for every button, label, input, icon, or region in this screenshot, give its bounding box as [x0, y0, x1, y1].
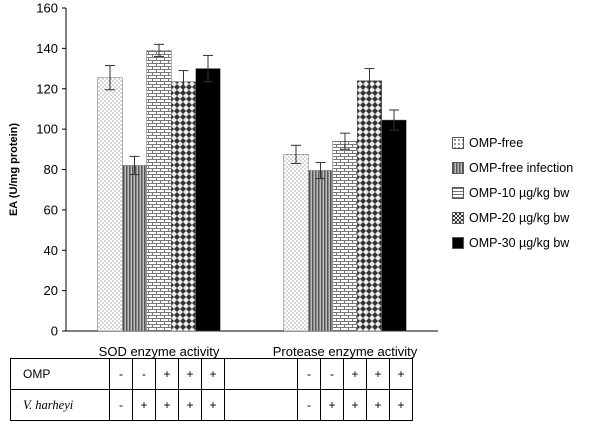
- table-row-omp: OMP - - + + + - - + + +: [10, 358, 413, 390]
- cell-vibrio-sod-4: +: [178, 389, 202, 421]
- y-tick-label: 40: [44, 243, 58, 258]
- legend-item: OMP-free: [452, 132, 600, 154]
- legend-swatch: [452, 162, 464, 174]
- table-gap: [224, 389, 298, 421]
- legend-label: OMP-free infection: [469, 161, 574, 175]
- y-tick-label: 100: [36, 122, 58, 137]
- cell-vibrio-sod-5: +: [201, 389, 225, 421]
- cell-vibrio-sod-2: +: [132, 389, 156, 421]
- y-tick-label: 20: [44, 283, 58, 298]
- y-tick-label: 140: [36, 41, 58, 56]
- cell-omp-protease-5: +: [389, 358, 413, 390]
- cell-vibrio-sod-1: -: [109, 389, 133, 421]
- cell-omp-sod-3: +: [155, 358, 179, 390]
- legend-item: OMP-20 µg/kg bw: [452, 207, 600, 229]
- y-axis-label: EA (U/mg protein): [8, 123, 20, 216]
- cell-vibrio-protease-4: +: [366, 389, 390, 421]
- cell-omp-sod-5: +: [201, 358, 225, 390]
- conditions-table: OMP - - + + + - - + + + V. harheyi - + +…: [10, 358, 413, 421]
- cell-vibrio-protease-3: +: [343, 389, 367, 421]
- y-tick-label: 120: [36, 81, 58, 96]
- cell-omp-protease-1: -: [297, 358, 321, 390]
- row-label-omp: OMP: [10, 358, 110, 390]
- legend-swatch: [452, 187, 464, 199]
- bar-1-cat-2: [283, 154, 309, 332]
- cell-vibrio-protease-2: +: [320, 389, 344, 421]
- cell-omp-sod-2: -: [132, 358, 156, 390]
- bar-5-cat-2: [381, 119, 407, 332]
- cell-vibrio-protease-5: +: [389, 389, 413, 421]
- legend-label: OMP-20 µg/kg bw: [469, 211, 570, 225]
- bar-3-cat-2: [332, 140, 358, 332]
- legend-label: OMP-30 µg/kg bw: [469, 236, 570, 250]
- cell-omp-sod-4: +: [178, 358, 202, 390]
- table-row-vibrio: V. harheyi - + + + + - + + + +: [10, 389, 413, 421]
- legend-item: OMP-free infection: [452, 157, 600, 179]
- bar-4-cat-1: [171, 81, 196, 332]
- cell-vibrio-protease-1: -: [297, 389, 321, 421]
- x-category-label: SOD enzyme activity: [99, 344, 220, 359]
- table-gap: [224, 358, 298, 390]
- legend-swatch: [452, 237, 464, 249]
- y-tick-label: 0: [51, 324, 58, 339]
- cell-omp-protease-4: +: [366, 358, 390, 390]
- bar-2-cat-1: [122, 165, 147, 332]
- y-tick-label: 160: [36, 1, 58, 16]
- bar-1-cat-1: [97, 77, 123, 332]
- legend-swatch: [452, 137, 464, 149]
- cell-vibrio-sod-3: +: [155, 389, 179, 421]
- bar-chart: 0 20 40 60 80 100 120 140 160 EA (U/mg protein) SO…: [8, 1, 438, 359]
- legend-item: OMP-10 µg/kg bw: [452, 182, 600, 204]
- cell-omp-protease-2: -: [320, 358, 344, 390]
- legend-label: OMP-free: [469, 136, 524, 150]
- legend: OMP-free OMP-free infection OMP-10 µg/kg b…: [452, 132, 600, 257]
- legend-swatch: [452, 212, 464, 224]
- bar-4-cat-2: [357, 80, 382, 332]
- bar-2-cat-2: [308, 170, 333, 332]
- x-category-label: Protease enzyme activity: [273, 344, 418, 359]
- cell-omp-protease-3: +: [343, 358, 367, 390]
- row-label-vibrio: V. harheyi: [10, 389, 110, 421]
- y-tick-label: 60: [44, 202, 58, 217]
- bar-5-cat-1: [195, 68, 221, 332]
- cell-omp-sod-1: -: [109, 358, 133, 390]
- bar-3-cat-1: [146, 50, 172, 332]
- legend-label: OMP-10 µg/kg bw: [469, 186, 570, 200]
- y-tick-label: 80: [44, 162, 58, 177]
- legend-item: OMP-30 µg/kg bw: [452, 232, 600, 254]
